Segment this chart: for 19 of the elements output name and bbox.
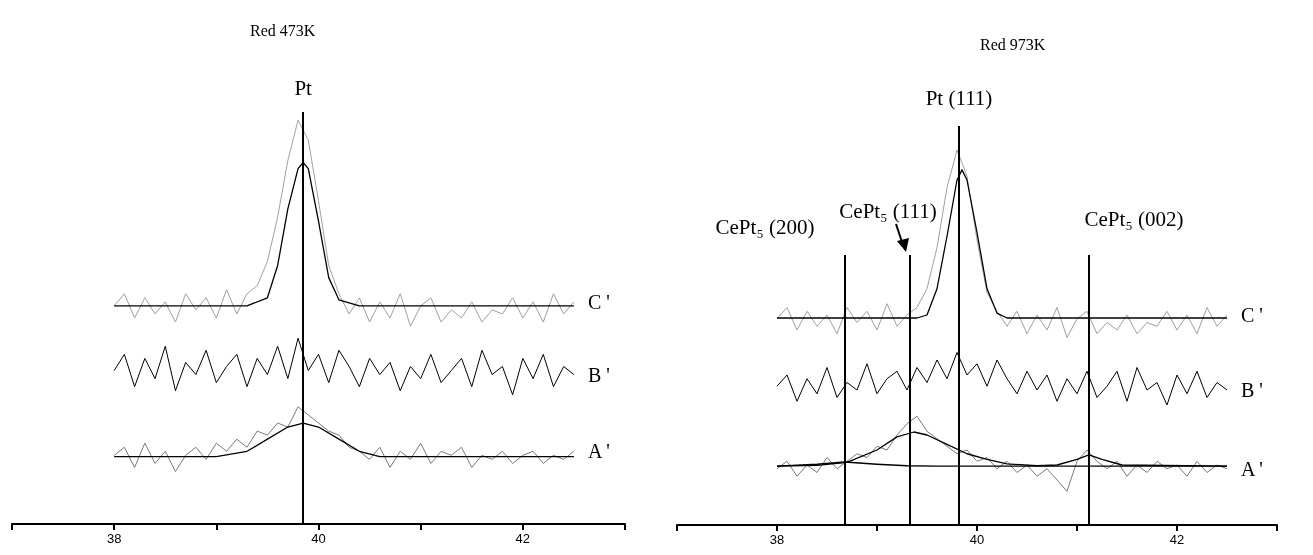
x-tick-label: 42 (515, 531, 531, 546)
series-label: A ' (1241, 457, 1263, 480)
x-tick-label: 40 (311, 531, 326, 546)
x-tick-label: 42 (1169, 532, 1185, 547)
ref-line-label: CePt₅ (111) (839, 198, 937, 223)
chart-title: Red 473K (250, 21, 316, 39)
ref-line-label: Pt (111) (925, 85, 993, 110)
x-tick-label: 40 (969, 532, 985, 547)
ref-line-label: Pt (294, 75, 313, 100)
series-label: A ' (587, 440, 610, 463)
series-label: C ' (1241, 304, 1263, 326)
chart-title: Red 973K (980, 35, 1046, 53)
series-label: B ' (587, 363, 610, 386)
series-label: C ' (587, 290, 610, 313)
ref-line-label: CePt₅ (002) (1084, 206, 1184, 231)
series-label: B ' (1241, 379, 1263, 401)
x-tick-label: 38 (769, 532, 785, 547)
ref-line-label: CePt₅ (200) (715, 214, 815, 239)
x-tick-label: 38 (106, 531, 122, 546)
